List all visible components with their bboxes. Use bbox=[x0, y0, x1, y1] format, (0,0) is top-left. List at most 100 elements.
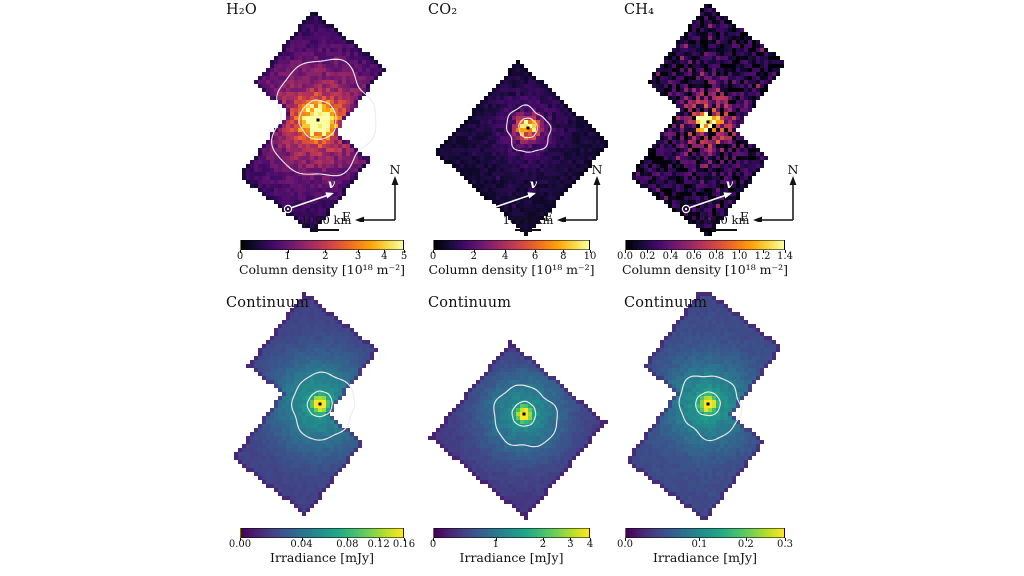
colorbar-tick-label: 1.4 bbox=[777, 251, 793, 262]
panel-ch4: CH₄ v N E 1000 km Column density [10¹⁸ m… bbox=[610, 0, 812, 288]
colorbar-tick bbox=[287, 250, 289, 253]
colorbar-axis-label: Irradiance [mJy] bbox=[459, 550, 564, 565]
colorbar-tick bbox=[358, 250, 360, 253]
compass-north-label: N bbox=[389, 162, 401, 177]
colorbar-tick bbox=[625, 538, 626, 541]
continuum-1-map bbox=[218, 292, 410, 524]
scale-bar-label: 1000 km bbox=[300, 213, 352, 227]
panel-continuum-3: Continuum Irradiance [mJy] 0.0 0.1 0.2 0.3 bbox=[610, 288, 812, 576]
colorbar-tick bbox=[762, 250, 764, 253]
colorbar-gradient bbox=[240, 240, 404, 250]
panel-continuum-2: Continuum Irradiance [mJy] 0 1 2 3 4 bbox=[414, 288, 616, 576]
colorbar-tick-label: 1 bbox=[492, 539, 499, 550]
scale-bar-line bbox=[313, 229, 339, 231]
colorbar-tick bbox=[699, 538, 701, 541]
colorbar-tick-label: 0.3 bbox=[777, 539, 793, 550]
continuum-2-map bbox=[420, 292, 612, 524]
colorbar-gradient bbox=[625, 528, 785, 538]
colorbar-tick-label: 0 bbox=[236, 251, 244, 262]
colorbar-tick bbox=[785, 250, 786, 253]
colorbar-tick bbox=[240, 250, 241, 253]
colorbar-tick-label: 5 bbox=[400, 251, 408, 262]
compass-east-label: E bbox=[739, 209, 749, 224]
colorbar-tick-label: 1.0 bbox=[731, 251, 748, 262]
sun-velocity-arrow-icon bbox=[681, 192, 732, 214]
colorbar-axis-label: Column density [10¹⁸ m⁻²] bbox=[428, 262, 595, 277]
colorbar-gradient bbox=[433, 528, 590, 538]
co2-map bbox=[420, 4, 612, 236]
map-annotations: v N E 1000 km bbox=[414, 0, 616, 288]
colorbar-tick bbox=[563, 250, 565, 253]
velocity-label: v bbox=[530, 177, 537, 191]
panel-co2: CO₂ v N E 1000 km Column density [10¹⁸ m… bbox=[414, 0, 616, 288]
compass-north-label: N bbox=[591, 162, 603, 177]
compass-icon bbox=[753, 176, 797, 222]
colorbar-tick-label: 1 bbox=[284, 251, 291, 262]
velocity-label: v bbox=[328, 177, 335, 191]
colorbar-tick-label: 0.2 bbox=[737, 539, 754, 550]
colorbar-tick bbox=[745, 538, 747, 541]
colorbar-tick-label: 0.12 bbox=[367, 539, 390, 550]
velocity-label: v bbox=[726, 177, 733, 191]
map-annotations: v N E 1000 km bbox=[610, 0, 812, 288]
colorbar-tick-label: 0.04 bbox=[290, 539, 313, 550]
colorbar-tick-label: 4 bbox=[381, 251, 388, 262]
colorbar-axis-label: Column density [10¹⁸ m⁻²] bbox=[238, 262, 406, 277]
ch4-map bbox=[616, 4, 808, 236]
colorbar-tick bbox=[716, 250, 718, 253]
colorbar-tick-label: 0.08 bbox=[336, 539, 359, 550]
compass-north-label: N bbox=[787, 162, 799, 177]
colorbar-tick-label: 4 bbox=[502, 251, 509, 262]
colorbar-tick bbox=[590, 538, 591, 541]
panel-title: CH₄ bbox=[624, 2, 655, 18]
colorbar-tick bbox=[570, 538, 572, 541]
colorbar-tick bbox=[505, 250, 507, 253]
colorbar-tick-label: 4 bbox=[586, 539, 594, 550]
colorbar-tick-label: 3 bbox=[354, 251, 362, 262]
colorbar-tick bbox=[240, 538, 241, 541]
colorbar-tick bbox=[693, 250, 695, 253]
colorbar-tick-label: 0.2 bbox=[639, 251, 656, 262]
colorbar-tick bbox=[785, 538, 786, 541]
colorbar-tick-label: 0 bbox=[429, 539, 437, 550]
colorbar-tick-label: 0 bbox=[429, 251, 437, 262]
map-annotations: v N E 1000 km bbox=[212, 0, 414, 288]
scale-bar-line bbox=[515, 229, 541, 231]
colorbar-tick-label: 0.6 bbox=[685, 251, 702, 262]
compass-east-label: E bbox=[341, 209, 351, 224]
scale-bar-label: 1000 km bbox=[502, 213, 554, 227]
colorbar-axis-label: Irradiance [mJy] bbox=[653, 550, 757, 565]
colorbar-tick-label: 0.8 bbox=[708, 251, 725, 262]
panel-title: Continuum bbox=[428, 295, 512, 311]
sun-velocity-arrow-icon bbox=[283, 192, 334, 214]
colorbar-tick bbox=[542, 538, 544, 541]
colorbar-tick bbox=[378, 538, 380, 541]
colorbar-tick bbox=[325, 250, 327, 253]
continuum-3-map bbox=[616, 292, 808, 524]
colorbar-gradient bbox=[625, 240, 785, 250]
compass-icon bbox=[557, 176, 601, 222]
colorbar-tick bbox=[433, 538, 434, 541]
h2o-map bbox=[218, 4, 410, 236]
sun-velocity-arrow-icon bbox=[485, 192, 536, 214]
scale-bar-line bbox=[711, 229, 737, 231]
colorbar-tick bbox=[590, 250, 591, 253]
colorbar-tick-label: 0.4 bbox=[662, 251, 679, 262]
panel-title: H₂O bbox=[226, 2, 257, 18]
colorbar-tick bbox=[347, 538, 349, 541]
colorbar-tick-label: 2 bbox=[539, 539, 547, 550]
colorbar-tick bbox=[473, 250, 475, 253]
colorbar-tick-label: 6 bbox=[531, 251, 539, 262]
colorbar-tick-label: 2 bbox=[322, 251, 329, 262]
colorbar-tick-label: 0.16 bbox=[392, 539, 416, 550]
colorbar-tick-label: 8 bbox=[560, 251, 567, 262]
colorbar-tick-label: 0.00 bbox=[228, 539, 252, 550]
colorbar-tick-label: 3 bbox=[567, 539, 574, 550]
colorbar-tick bbox=[384, 250, 386, 253]
colorbar-tick-label: 2 bbox=[470, 251, 477, 262]
colorbar-tick bbox=[739, 250, 741, 253]
colorbar-tick bbox=[433, 250, 434, 253]
colorbar-tick bbox=[404, 250, 405, 253]
colorbar-tick-label: 0.0 bbox=[617, 251, 633, 262]
